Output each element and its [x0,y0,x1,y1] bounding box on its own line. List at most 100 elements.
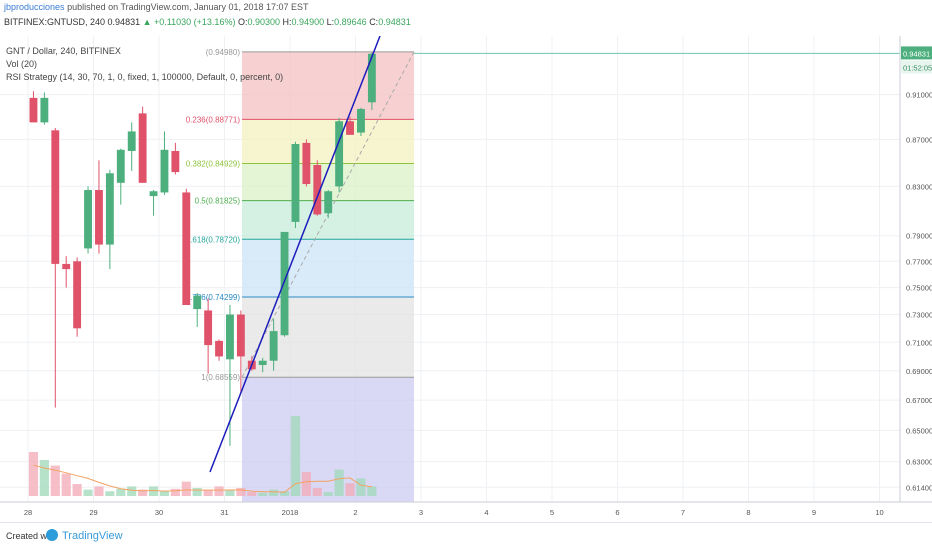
legend-vol: Vol (20) [6,59,37,69]
volume-bar [148,486,159,496]
candle-body[interactable] [149,191,158,197]
candle-body[interactable] [40,97,49,123]
candle-body[interactable] [171,150,180,173]
x-tick-label: 2 [353,508,357,517]
volume-bar [127,486,137,496]
x-tick-label: 29 [89,508,97,517]
fib-zone [242,119,414,164]
candle-body[interactable] [84,190,92,249]
y-tick-label: 0.77000 [906,257,932,266]
volume-bar [301,472,311,496]
y-tick-label: 0.75000 [906,284,932,293]
y-tick-label: 0.91000 [906,91,932,100]
volume-bar [356,478,366,496]
candle-body[interactable] [193,295,202,310]
volume-bar [323,492,333,496]
y-tick-label: 0.67000 [906,396,932,405]
candle-body[interactable] [302,142,311,185]
candle-body[interactable] [324,191,333,214]
y-tick-label: 0.79000 [906,232,932,241]
volume-bar [312,488,322,496]
y-tick-label: 0.61400 [906,483,932,492]
created-with-text: Created with [6,531,57,541]
x-tick-label: 28 [24,508,32,517]
volume-ma-line [33,464,372,493]
volume-bar [345,483,355,496]
candle-body[interactable] [280,231,289,336]
volume-bar [225,490,235,496]
high-value: 0.94900 [291,17,325,27]
candle-body[interactable] [236,314,245,357]
volume-bar [334,469,344,496]
fib-level-label: (0.94980) [206,48,241,57]
candle-body[interactable] [335,121,344,187]
candle-body[interactable] [105,173,114,245]
chart-area[interactable]: (0.94980) 0.236(0.88771) 0.382(0.84929) 0.5… [0,35,932,522]
y-tick-label: 0.87000 [906,135,932,144]
y-tick-label: 0.69000 [906,367,932,376]
high-label: H: [282,17,292,27]
y-tick-label: 0.73000 [906,311,932,320]
candle-body[interactable] [127,131,136,151]
volume-bar [39,460,49,496]
volume-bar [72,484,82,496]
x-tick-label: 5 [550,508,554,517]
volume-bar [214,486,224,496]
low-label: L: [326,17,335,27]
candle-body[interactable] [291,144,300,222]
candle-body[interactable] [116,149,125,183]
volume-bar [116,488,126,496]
tradingview-brand-link[interactable]: TradingView [62,530,123,542]
x-tick-label: 4 [484,508,488,517]
y-tick-label: 0.65000 [906,426,932,435]
open-label: O: [237,17,248,27]
symbol-label: BITFINEX:GNTUSD, 240 [4,17,106,27]
fib-zone [242,377,414,502]
volume-bar [94,486,104,496]
volume-bar [159,491,170,496]
volume-bar [367,486,377,496]
candle-body[interactable] [204,310,213,346]
volume-bar [28,452,39,496]
candle-body[interactable] [95,190,103,245]
y-tick-label: 0.83000 [906,182,932,191]
candle-body[interactable] [269,331,278,361]
candle-body[interactable] [138,113,147,183]
legend-title: GNT / Dollar, 240, BITFINEX [6,46,121,56]
y-tick-label: 0.63000 [906,458,932,467]
candle-body[interactable] [367,53,376,103]
author-link[interactable]: jbproducciones [4,2,65,12]
countdown-label: 01:52:05 [903,63,932,72]
volume-bar [50,465,60,496]
volume-bar [170,488,180,496]
fib-level-label: 0.236(0.88771) [186,115,241,124]
candle-body[interactable] [215,340,223,357]
y-tick-label: 0.71000 [906,338,932,347]
volume-bar [236,488,246,496]
candle-body[interactable] [51,130,60,264]
candle-body[interactable] [73,261,82,329]
candle-body[interactable] [346,121,354,135]
candle-body[interactable] [357,108,365,133]
price-badge [901,46,932,60]
candle-body[interactable] [29,97,38,123]
candle-body[interactable] [313,164,322,215]
candle-body[interactable] [182,192,191,306]
x-tick-label: 2018 [282,508,299,517]
candle-body[interactable] [258,360,267,366]
symbol-bar: BITFINEX:GNTUSD, 240 0.94831 ▲ +0.11030 … [4,17,411,27]
price-badge-label: 0.94831 [903,49,930,58]
x-tick-label: 31 [220,508,228,517]
footer: Created with TradingView [0,522,932,551]
candle-body[interactable] [226,314,234,360]
tradingview-logo-icon[interactable] [46,529,58,541]
volume-bar [61,473,71,496]
volume-bar [269,489,279,496]
fib-zone [242,296,414,378]
trend-line[interactable] [209,35,381,473]
candle-body[interactable] [160,149,169,193]
fib-level-label: 0.786(0.74299) [186,293,241,302]
price-chart[interactable]: (0.94980) 0.236(0.88771) 0.382(0.84929) 0.5… [0,35,932,522]
candle-body[interactable] [62,263,71,270]
fib-zone [242,239,414,297]
